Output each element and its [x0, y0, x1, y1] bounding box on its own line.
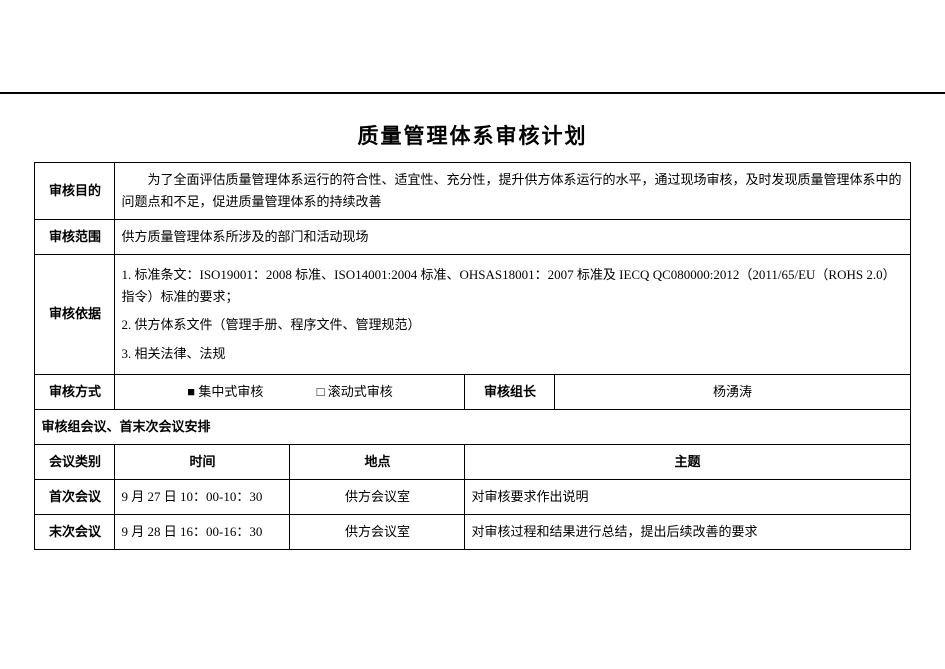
cell-scope: 供方质量管理体系所涉及的部门和活动现场 — [115, 220, 910, 255]
last-meeting-time: 9 月 28 日 16：00-16：30 — [115, 515, 290, 550]
cell-meetings-header: 审核组会议、首末次会议安排 — [35, 409, 910, 444]
last-meeting-place: 供方会议室 — [290, 515, 465, 550]
last-meeting-topic: 对审核过程和结果进行总结，提出后续改善的要求 — [465, 515, 910, 550]
label-scope: 审核范围 — [35, 220, 115, 255]
label-method: 审核方式 — [35, 374, 115, 409]
row-scope: 审核范围 供方质量管理体系所涉及的部门和活动现场 — [35, 220, 910, 255]
cell-method-options: ■ 集中式审核 □ 滚动式审核 — [115, 374, 465, 409]
cell-purpose: 为了全面评估质量管理体系运行的符合性、适宜性、充分性，提升供方体系运行的水平，通… — [115, 163, 910, 220]
label-last-meeting: 末次会议 — [35, 515, 115, 550]
first-meeting-time: 9 月 27 日 10：00-10：30 — [115, 479, 290, 514]
basis-line-1: 1. 标准条文：ISO19001：2008 标准、ISO14001:2004 标… — [121, 261, 903, 311]
col-topic: 主题 — [465, 444, 910, 479]
row-last-meeting: 末次会议 9 月 28 日 16：00-16：30 供方会议室 对审核过程和结果… — [35, 515, 910, 550]
row-first-meeting: 首次会议 9 月 27 日 10：00-10：30 供方会议室 对审核要求作出说… — [35, 479, 910, 514]
col-time: 时间 — [115, 444, 290, 479]
top-divider — [0, 92, 945, 94]
method-option-2: □ 滚动式审核 — [292, 381, 418, 403]
col-place: 地点 — [290, 444, 465, 479]
label-leader: 审核组长 — [465, 374, 555, 409]
cell-basis: 1. 标准条文：ISO19001：2008 标准、ISO14001:2004 标… — [115, 255, 910, 374]
basis-line-3: 3. 相关法律、法规 — [121, 340, 903, 368]
method-option-1: ■ 集中式审核 — [162, 381, 288, 403]
label-first-meeting: 首次会议 — [35, 479, 115, 514]
audit-plan-table: 审核目的 为了全面评估质量管理体系运行的符合性、适宜性、充分性，提升供方体系运行… — [34, 162, 910, 550]
row-purpose: 审核目的 为了全面评估质量管理体系运行的符合性、适宜性、充分性，提升供方体系运行… — [35, 163, 910, 220]
col-meeting-type: 会议类别 — [35, 444, 115, 479]
row-method: 审核方式 ■ 集中式审核 □ 滚动式审核 审核组长 杨湧涛 — [35, 374, 910, 409]
label-purpose: 审核目的 — [35, 163, 115, 220]
first-meeting-topic: 对审核要求作出说明 — [465, 479, 910, 514]
cell-leader-name: 杨湧涛 — [555, 374, 910, 409]
row-basis: 审核依据 1. 标准条文：ISO19001：2008 标准、ISO14001:2… — [35, 255, 910, 374]
row-meeting-columns: 会议类别 时间 地点 主题 — [35, 444, 910, 479]
row-meetings-header: 审核组会议、首末次会议安排 — [35, 409, 910, 444]
label-basis: 审核依据 — [35, 255, 115, 374]
first-meeting-place: 供方会议室 — [290, 479, 465, 514]
page-title: 质量管理体系审核计划 — [0, 120, 945, 150]
basis-line-2: 2. 供方体系文件（管理手册、程序文件、管理规范） — [121, 311, 903, 339]
